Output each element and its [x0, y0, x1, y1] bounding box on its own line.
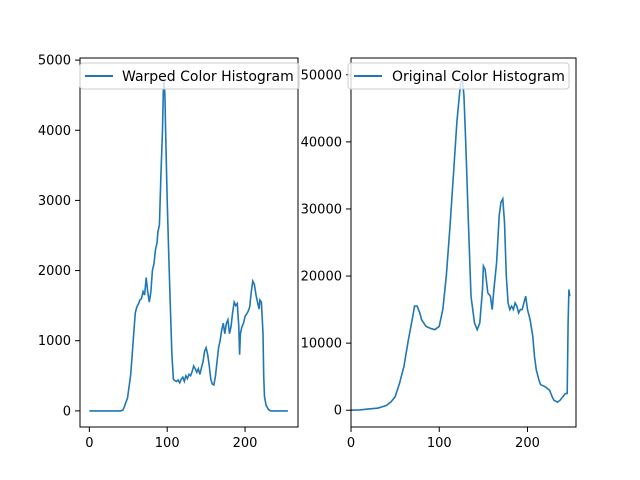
warped-x-tick-label: 100: [155, 436, 180, 451]
original-histogram-panel: 0 100 200 0 10000 20000 30000 40000 50000 Origin…: [301, 57, 577, 451]
original-y-tick-label: 0: [334, 404, 342, 419]
warped-legend-box: [79, 62, 300, 90]
warped-y-tick-label: 2000: [38, 264, 71, 279]
warped-x-tick-label: 0: [85, 436, 93, 451]
original-y-tick-label: 40000: [301, 135, 342, 150]
original-legend-label: Original Color Histogram: [392, 69, 565, 85]
original-series-line: [350, 77, 571, 411]
warped-series-line: [89, 81, 288, 412]
original-x-tick-label: 0: [347, 436, 355, 451]
original-plot-area: [351, 58, 576, 427]
original-y-tick-label: 50000: [301, 68, 342, 83]
warped-plot-area: [80, 58, 298, 427]
original-axes-frame: [350, 57, 577, 428]
original-y-tick-label: 30000: [301, 202, 342, 217]
original-legend: Original Color Histogram: [347, 62, 570, 90]
original-legend-box: [347, 62, 570, 90]
warped-y-tick-label: 0: [63, 404, 71, 419]
warped-legend-label: Warped Color Histogram: [122, 69, 294, 85]
original-y-tick-label: 20000: [301, 270, 342, 285]
original-y-tick-label: 10000: [301, 337, 342, 352]
warped-axes-frame: [79, 57, 299, 428]
warped-y-tick-label: 1000: [38, 334, 71, 349]
warped-legend: Warped Color Histogram: [79, 62, 300, 90]
warped-y-tick-label: 3000: [38, 194, 71, 209]
original-ticks: 0 100 200 0 10000 20000 30000 40000 50000: [301, 68, 540, 451]
original-x-tick-label: 200: [515, 436, 540, 451]
original-x-tick-label: 100: [427, 436, 452, 451]
warped-y-tick-label: 5000: [38, 54, 71, 69]
warped-x-tick-label: 200: [233, 436, 258, 451]
warped-y-tick-label: 4000: [38, 124, 71, 139]
